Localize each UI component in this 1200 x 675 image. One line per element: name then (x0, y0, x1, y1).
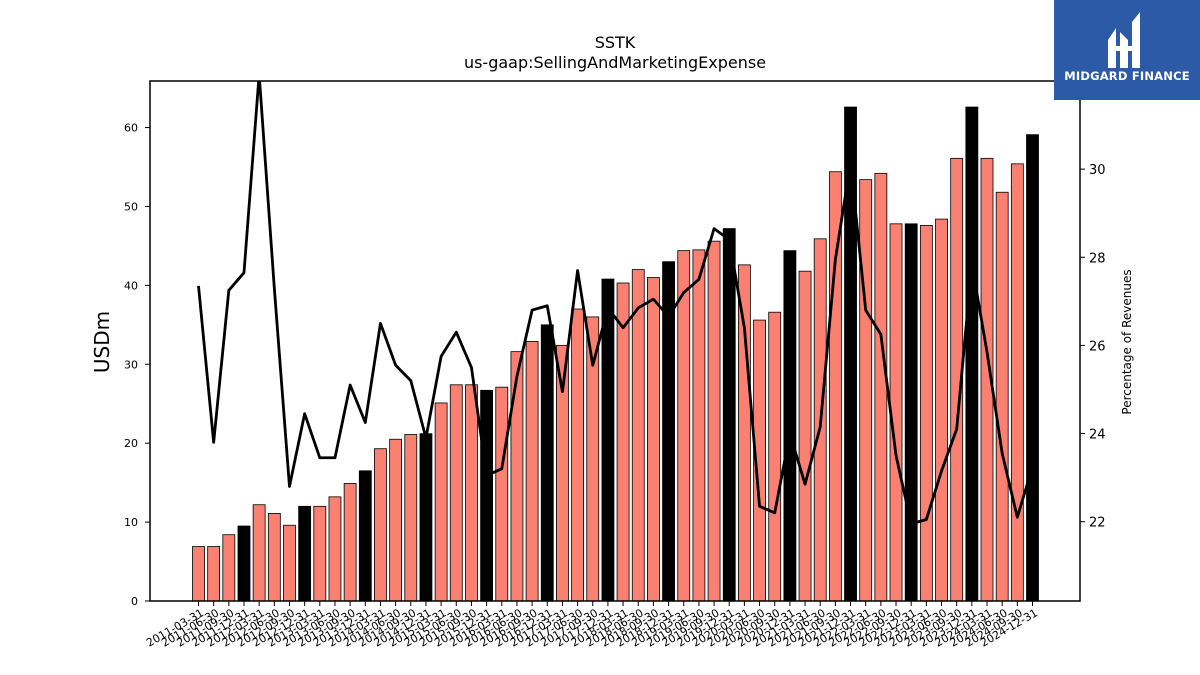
bar-2023-12-31 (965, 106, 979, 602)
y-tick-label: 0 (131, 595, 138, 608)
bar-2014-09-30 (404, 434, 418, 602)
y2-axis-label: Percentage of Revenues (1120, 269, 1134, 414)
bar-2013-06-30 (328, 496, 342, 602)
bar-2012-09-30 (283, 524, 296, 602)
bar-2020-03-31 (737, 264, 751, 602)
bar-2023-06-30 (935, 218, 948, 602)
midgard-finance-logo: MIDGARD FINANCE (1054, 0, 1200, 100)
bar-2022-06-30 (874, 172, 888, 602)
bar-2024-09-30 (1010, 163, 1024, 602)
bars-layer (192, 106, 1039, 602)
bar-2019-06-30 (692, 249, 706, 602)
bar-2016-03-31 (495, 386, 509, 602)
chart-title: SSTK (595, 33, 636, 52)
chart-subtitle: us-gaap:SellingAndMarketingExpense (464, 53, 766, 72)
y-tick-label: 50 (124, 200, 138, 213)
bar-2022-12-31 (904, 223, 918, 602)
bar-2021-03-31 (798, 270, 812, 602)
line-layer (197, 81, 1034, 526)
bar-2024-12-31 (1026, 134, 1039, 602)
y-axis-label: USDm (90, 311, 114, 373)
bar-2011-03-31 (192, 546, 205, 602)
plot-frame (149, 80, 1081, 602)
bar-2020-09-30 (768, 311, 782, 602)
bar-2014-06-30 (389, 438, 403, 602)
y-tick-label: 60 (124, 122, 138, 135)
y2-tick-label: 30 (1089, 163, 1106, 178)
bar-2018-03-31 (616, 282, 630, 602)
bar-2017-06-30 (571, 308, 584, 602)
bar-2012-03-31 (252, 504, 266, 602)
logo-text: MIDGARD FINANCE (1064, 69, 1190, 83)
bar-2011-09-30 (222, 534, 236, 602)
bar-2024-06-30 (995, 191, 1009, 602)
y-tick-label: 20 (124, 437, 138, 450)
y-tick-label: 30 (124, 358, 138, 371)
bar-2016-06-30 (510, 351, 524, 602)
bar-2019-12-31 (722, 228, 736, 602)
y2-tick-label: 28 (1089, 251, 1106, 266)
axes-layer: 010203040506022242628302011-03-312011-06… (124, 80, 1106, 650)
percentage-line (197, 81, 1034, 526)
bar-2015-06-30 (449, 384, 463, 602)
bar-2015-03-31 (434, 402, 448, 602)
logo-mark-icon (1108, 12, 1140, 68)
y2-tick-label: 26 (1089, 339, 1106, 354)
bar-2019-03-31 (677, 250, 691, 602)
bar-2013-12-31 (358, 470, 372, 602)
bar-2013-09-30 (343, 483, 357, 602)
bar-2012-12-31 (298, 505, 312, 602)
bar-2023-03-31 (919, 224, 933, 602)
bar-2011-12-31 (237, 525, 251, 602)
bar-2016-09-30 (525, 340, 539, 602)
bar-2015-09-30 (465, 384, 478, 602)
y-tick-label: 40 (124, 279, 138, 292)
bar-2012-06-30 (267, 513, 281, 602)
y2-tick-label: 22 (1089, 516, 1106, 531)
bar-2014-03-31 (374, 448, 387, 602)
bar-2019-09-30 (707, 240, 721, 602)
bar-2016-12-31 (540, 324, 554, 602)
bar-2014-12-31 (419, 433, 433, 602)
bar-2022-03-31 (859, 179, 873, 602)
bar-2013-03-31 (313, 505, 327, 602)
bar-2018-06-30 (631, 269, 645, 602)
y-tick-label: 10 (124, 516, 138, 529)
bar-2018-09-30 (647, 277, 660, 602)
y2-tick-label: 24 (1089, 428, 1106, 443)
bar-2011-06-30 (207, 546, 221, 602)
bar-2015-12-31 (480, 389, 494, 602)
bar-2020-12-31 (783, 250, 797, 602)
